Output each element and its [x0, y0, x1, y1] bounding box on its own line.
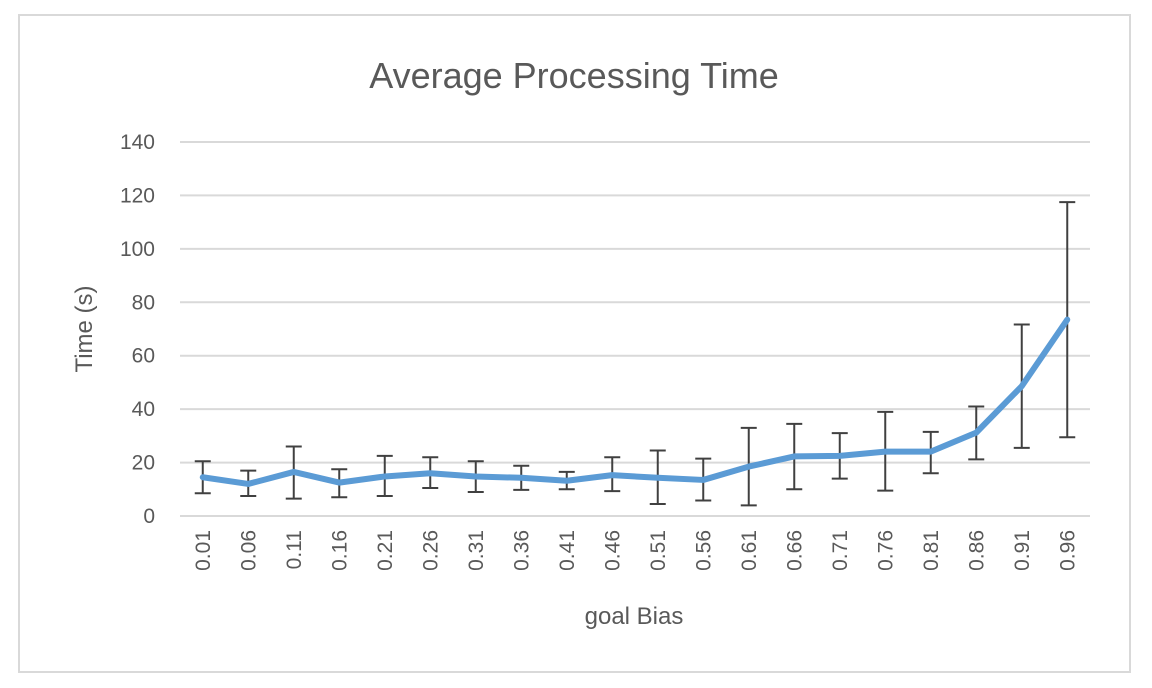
- x-tick-label: 0.46: [601, 530, 624, 571]
- y-tick-label: 40: [132, 398, 155, 421]
- y-axis-tick-labels: 0 20 40 60 80 100 120 140: [120, 131, 155, 528]
- x-tick-label: 0.91: [1011, 530, 1034, 571]
- y-tick-label: 120: [120, 184, 155, 207]
- x-tick-label: 0.76: [874, 530, 897, 571]
- y-tick-label: 80: [132, 291, 155, 314]
- x-axis-title: goal Bias: [585, 603, 684, 630]
- x-tick-label: 0.66: [783, 530, 806, 571]
- chart-frame: [18, 14, 1131, 673]
- x-tick-label: 0.31: [465, 530, 488, 571]
- gridlines: [180, 141, 1090, 517]
- y-tick-label: 140: [120, 131, 155, 154]
- chart-title: Average Processing Time: [369, 55, 779, 96]
- x-tick-label: 0.86: [965, 530, 988, 571]
- x-tick-label: 0.36: [510, 530, 533, 571]
- x-tick-label: 0.81: [920, 530, 943, 571]
- x-tick-label: 0.21: [374, 530, 397, 571]
- x-tick-label: 0.06: [237, 530, 260, 571]
- x-tick-label: 0.71: [829, 530, 852, 571]
- series-line: [199, 316, 1071, 487]
- x-tick-label: 0.26: [419, 530, 442, 571]
- y-tick-label: 60: [132, 345, 155, 368]
- y-axis-title: Time (s): [71, 285, 98, 372]
- x-tick-label: 0.16: [328, 530, 351, 571]
- x-tick-label: 0.61: [738, 530, 761, 571]
- x-tick-label: 0.56: [692, 530, 715, 571]
- y-tick-label: 100: [120, 238, 155, 261]
- x-tick-label: 0.41: [556, 530, 579, 571]
- x-tick-label: 0.11: [283, 530, 306, 569]
- x-tick-label: 0.01: [192, 530, 215, 571]
- error-bars: [194, 201, 1076, 507]
- x-tick-label: 0.96: [1056, 530, 1079, 571]
- y-tick-label: 20: [132, 452, 155, 475]
- series: [199, 316, 1071, 487]
- y-tick-label: 0: [143, 505, 155, 528]
- x-axis-tick-labels: 0.01 0.06 0.11 0.16 0.21 0.26 0.31 0.36 0.41 0.46…: [192, 530, 1080, 571]
- x-tick-label: 0.51: [647, 530, 670, 571]
